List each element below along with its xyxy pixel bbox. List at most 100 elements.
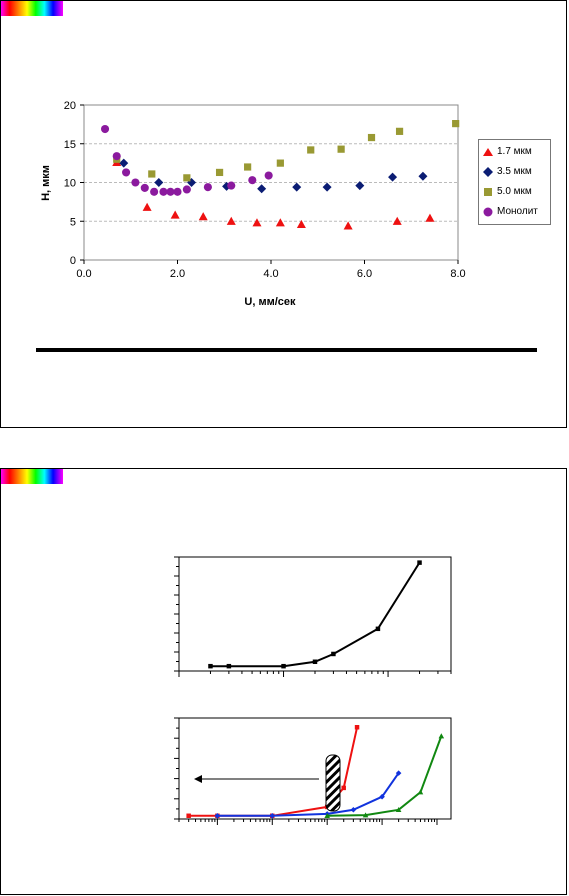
data-point — [388, 172, 398, 182]
data-point — [248, 176, 257, 185]
data-point — [343, 221, 353, 230]
x-tick-label: 8.0 — [450, 268, 465, 280]
data-point — [276, 159, 284, 167]
data-point — [148, 170, 156, 178]
data-point — [438, 733, 445, 739]
data-point — [418, 171, 428, 181]
data-point — [119, 158, 129, 168]
series-line — [327, 735, 443, 817]
data-point — [307, 146, 315, 154]
data-point — [186, 813, 191, 819]
data-point — [417, 789, 424, 795]
data-point — [173, 187, 182, 196]
data-point — [142, 202, 152, 211]
data-point — [214, 812, 221, 819]
slide-1: 0 5 10 15 20 0.0 2.0 4.0 6.0 8.0 U, мм/сек H, мкм… — [0, 0, 567, 428]
data-point — [275, 218, 285, 227]
data-point — [417, 560, 422, 565]
data-point — [257, 184, 267, 194]
x-axis-label: U, мм/сек — [244, 296, 296, 308]
data-point — [355, 181, 365, 191]
series-line — [210, 562, 421, 668]
series-line — [188, 726, 359, 817]
data-point — [226, 663, 232, 669]
legend-label: 5.0 мкм — [497, 186, 532, 197]
x-tick-label: 4.0 — [263, 268, 278, 280]
data-point — [215, 168, 224, 177]
data-point — [198, 212, 208, 221]
chart-axes — [80, 104, 459, 264]
rainbow-logo — [1, 1, 63, 16]
data-point — [166, 187, 175, 196]
data-point — [170, 210, 180, 219]
data-point — [252, 218, 262, 227]
data-point — [208, 663, 213, 669]
slide-2 — [0, 468, 567, 895]
data-point — [312, 659, 318, 665]
plot-frame — [178, 717, 452, 820]
data-point — [281, 663, 286, 669]
data-point — [367, 133, 376, 142]
square-marker-icon — [484, 188, 492, 196]
data-point — [140, 183, 149, 192]
scatter-chart: 0 5 10 15 20 0.0 2.0 4.0 6.0 8.0 U, мм/сек H, мкм — [40, 100, 466, 308]
chart-legend: 1.7 мкм 3.5 мкм 5.0 мкм Монолит — [478, 139, 551, 225]
hatched-zone-marker — [325, 754, 341, 812]
data-point — [395, 127, 404, 135]
upper-log-chart — [174, 556, 452, 677]
data-point — [182, 185, 191, 194]
data-point — [131, 178, 140, 187]
data-point — [227, 181, 236, 190]
y-tick-label: 10 — [64, 178, 76, 190]
data-point — [150, 187, 159, 196]
data-point — [331, 651, 336, 657]
data-point — [244, 163, 252, 171]
data-point — [341, 785, 346, 791]
x-tick-label: 6.0 — [357, 268, 372, 280]
triangle-marker-icon — [483, 148, 493, 156]
data-point — [392, 216, 402, 225]
x-tick-label: 0.0 — [76, 268, 91, 280]
data-point — [322, 182, 332, 192]
data-point — [354, 725, 360, 730]
data-point — [425, 213, 435, 222]
plot-frame — [178, 556, 452, 672]
data-point — [379, 793, 385, 800]
data-point — [452, 120, 460, 128]
legend-label: Монолит — [497, 206, 538, 217]
data-point — [159, 187, 168, 196]
legend-label: 1.7 мкм — [497, 146, 532, 157]
tick-labels: 0 5 10 15 20 0.0 2.0 4.0 6.0 8.0 — [64, 100, 466, 280]
chart-grid — [84, 104, 458, 222]
data-point — [100, 124, 110, 134]
y-tick-label: 5 — [70, 216, 76, 228]
circle-marker-icon — [483, 207, 493, 217]
data-point — [337, 145, 345, 153]
data-point — [350, 806, 357, 813]
data-point — [183, 174, 191, 182]
diamond-marker-icon — [483, 167, 493, 177]
y-tick-label: 0 — [70, 255, 76, 267]
data-point — [395, 770, 402, 776]
lower-log-chart — [174, 717, 452, 825]
data-points — [100, 120, 460, 230]
log-charts — [174, 556, 452, 825]
x-tick-label: 2.0 — [170, 268, 185, 280]
series-line — [217, 772, 400, 817]
data-point — [395, 806, 402, 812]
data-point — [324, 812, 330, 819]
divider-bar — [36, 348, 537, 352]
data-point — [226, 216, 236, 225]
data-point — [296, 219, 306, 228]
data-point — [264, 171, 273, 180]
data-point — [269, 812, 276, 819]
data-point — [375, 626, 381, 632]
back-arrow-icon — [194, 775, 319, 783]
data-point — [154, 178, 164, 187]
y-axis-label: H, мкм — [40, 165, 52, 201]
y-tick-label: 20 — [64, 100, 76, 112]
legend-label: 3.5 мкм — [497, 166, 532, 177]
data-point — [203, 183, 212, 192]
data-point — [362, 812, 369, 818]
data-point — [112, 152, 121, 161]
